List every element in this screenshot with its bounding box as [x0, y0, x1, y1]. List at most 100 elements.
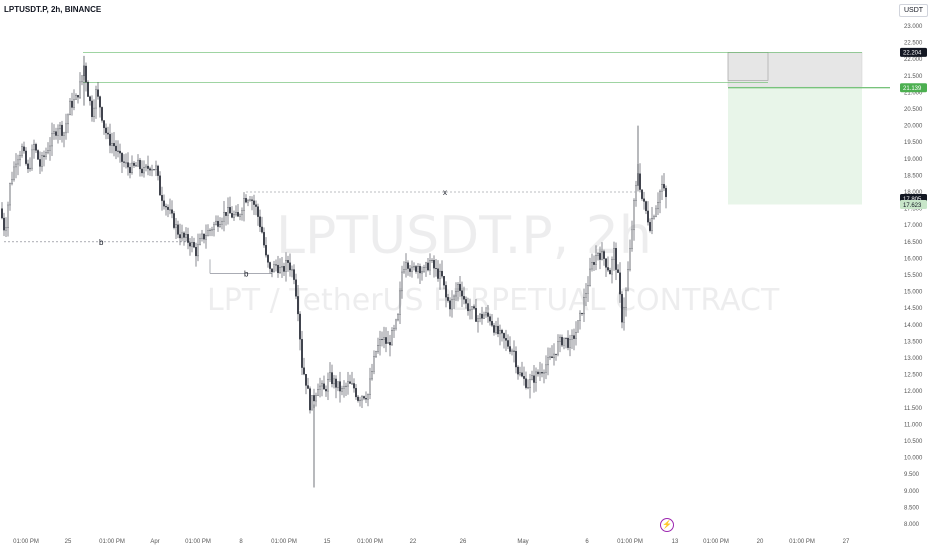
candle-body [363, 396, 365, 399]
candle-body [355, 388, 357, 398]
candle-body [539, 371, 541, 375]
candle [295, 273, 297, 300]
candle [607, 256, 609, 272]
y-tick-label: 19.500 [904, 140, 923, 146]
candle [531, 370, 533, 381]
x-tick-label: Apr [150, 539, 159, 545]
candle-body [251, 199, 253, 201]
candle-body [233, 214, 235, 218]
lightning-icon[interactable]: ⚡ [660, 518, 674, 532]
candle [479, 312, 481, 323]
candle [225, 212, 227, 226]
candle [75, 93, 77, 100]
candle [393, 324, 395, 338]
candle [357, 395, 359, 403]
candle-body [157, 165, 159, 176]
candle-body [647, 210, 649, 223]
candle-body [389, 342, 391, 346]
candle [391, 327, 393, 346]
candle-body [571, 335, 573, 340]
candle-body [333, 378, 335, 385]
supply-zone-box [727, 52, 863, 87]
candle-body [93, 107, 95, 118]
candle [137, 154, 139, 167]
candle-body [121, 152, 123, 162]
candle [503, 332, 505, 349]
candle [77, 94, 79, 104]
candle [453, 294, 455, 310]
candle [567, 330, 569, 351]
candle [333, 374, 335, 389]
candle [335, 375, 337, 399]
candle [353, 378, 355, 393]
candle-body [489, 316, 491, 322]
candle [211, 226, 213, 237]
candle-body [285, 260, 287, 272]
candle [251, 196, 253, 211]
candle-body [551, 356, 553, 359]
candle [219, 217, 221, 228]
candle [349, 374, 351, 384]
candle [355, 384, 357, 400]
candle [209, 228, 211, 237]
candle [241, 207, 243, 221]
candle-body [643, 198, 645, 202]
candle [301, 330, 303, 376]
candle-body [533, 375, 535, 383]
candle-body [631, 229, 633, 249]
candle [199, 233, 201, 246]
candle [543, 369, 545, 384]
candle [429, 253, 431, 276]
x-tick-label: 20 [757, 539, 764, 545]
candle-body [23, 146, 25, 152]
candle [371, 363, 373, 381]
candle-body [183, 232, 185, 238]
candle-body [567, 337, 569, 348]
candle [205, 224, 207, 249]
candle-body [75, 95, 77, 100]
candle-body [417, 266, 419, 272]
candle [415, 265, 417, 274]
candle-body [239, 214, 241, 217]
candle-body [199, 238, 201, 245]
candle [633, 198, 635, 241]
candle [401, 265, 403, 299]
candle [153, 169, 155, 171]
candle-body [73, 99, 75, 108]
candle [233, 210, 235, 221]
candle [547, 347, 549, 376]
candle [513, 340, 515, 363]
candle [403, 261, 405, 274]
candle [161, 186, 163, 211]
candle [593, 255, 595, 271]
candle [19, 150, 21, 167]
candle [387, 330, 389, 344]
candle-body [425, 262, 427, 268]
candle-body [661, 184, 663, 192]
candle [267, 253, 269, 268]
candle-body [35, 144, 37, 151]
watermark-symbol: LPTUSDT.P, 2h [276, 206, 652, 266]
candle-body [81, 75, 83, 83]
candle [495, 320, 497, 335]
candle-body [3, 217, 5, 231]
candle [631, 220, 633, 252]
candle [215, 215, 217, 226]
candle [597, 252, 599, 261]
candle-body [219, 224, 221, 227]
candle-body [137, 159, 139, 167]
candle-body [593, 262, 595, 265]
candle [329, 362, 331, 383]
candle [109, 123, 111, 154]
candle-body [105, 127, 107, 134]
currency-button[interactable]: USDT [899, 4, 929, 17]
candle [207, 224, 209, 237]
x-tick-label: 01:00 PM [357, 539, 383, 545]
candle [557, 334, 559, 357]
candle-body [521, 372, 523, 377]
candle-body [491, 321, 493, 326]
candle [397, 313, 399, 322]
candle [347, 371, 349, 395]
candle [595, 245, 597, 271]
